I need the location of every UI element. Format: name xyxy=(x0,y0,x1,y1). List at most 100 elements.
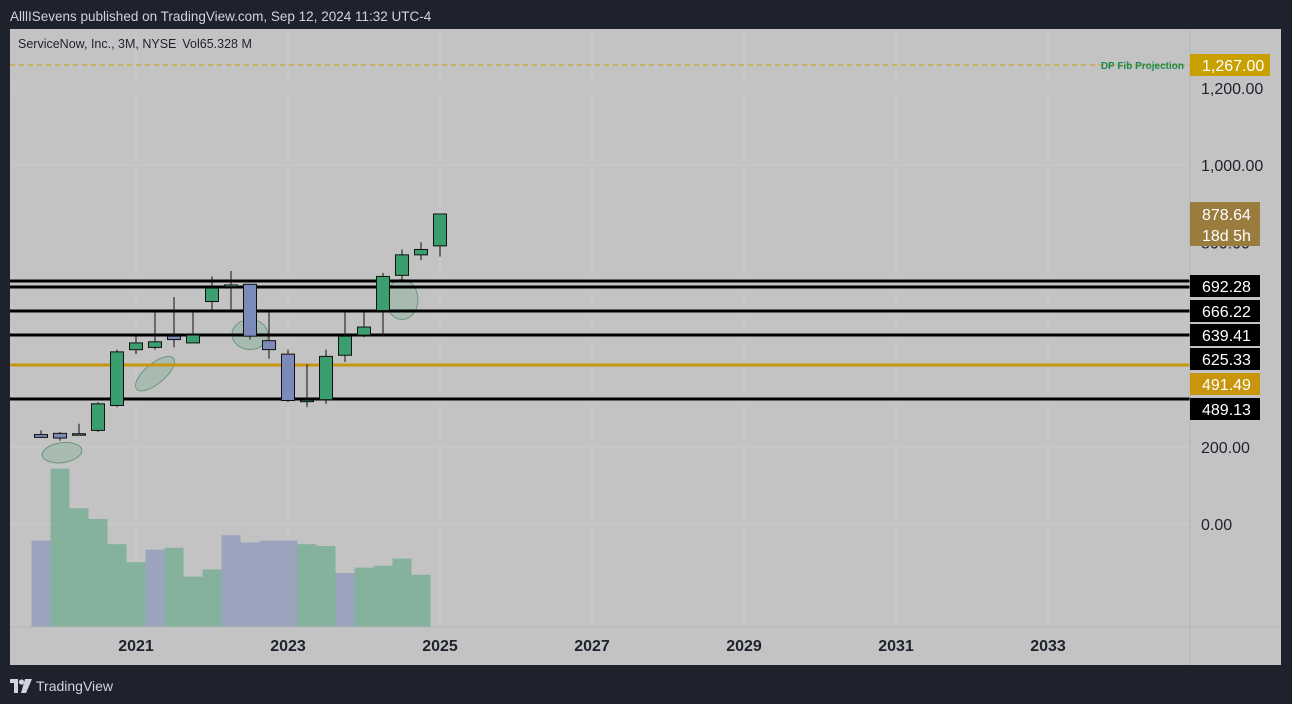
candle xyxy=(357,310,371,338)
volume-bar xyxy=(69,508,89,627)
candle xyxy=(72,423,86,436)
y-tick-label: 200.00 xyxy=(1201,440,1250,457)
fib-price-label-bg xyxy=(1190,54,1270,76)
level-price-label: 491.49 xyxy=(1190,373,1260,395)
x-tick-label: 2027 xyxy=(574,638,610,655)
candle xyxy=(319,349,333,404)
volume-bar xyxy=(221,535,241,627)
candle xyxy=(395,249,409,282)
last-price-label: 878.64 18d 5h xyxy=(1190,202,1260,246)
candle-body xyxy=(319,355,333,401)
publish-info: AlllISevens published on TradingView.com… xyxy=(10,9,432,24)
candle-body xyxy=(338,335,352,356)
volume-bar xyxy=(354,567,374,627)
volume-label: Vol xyxy=(182,37,200,51)
candle-body xyxy=(53,432,67,439)
volume-bar xyxy=(316,546,336,627)
x-tick-label: 2033 xyxy=(1030,638,1066,655)
level-price-label-bg xyxy=(1190,275,1260,297)
candle xyxy=(262,310,276,359)
price-chart[interactable]: DP Fib Projection 1,200.00 1,000.00 200.00… xyxy=(10,29,1281,665)
volume-bar xyxy=(50,468,70,627)
candle xyxy=(129,336,143,355)
candle-body xyxy=(167,335,181,341)
candle xyxy=(91,402,105,433)
candle-body xyxy=(243,283,257,337)
axes: 1,200.001,000.00200.000.00800.0020212023… xyxy=(10,29,1281,665)
level-price-label-text: 666.22 xyxy=(1202,304,1251,321)
level-price-label-bg xyxy=(1190,398,1260,420)
x-tick-label: 2021 xyxy=(118,638,154,655)
volume-bar xyxy=(202,569,222,627)
y-tick-label: 1,200.00 xyxy=(1201,81,1263,98)
candle xyxy=(53,432,67,441)
candle-body xyxy=(224,284,238,288)
candle xyxy=(224,271,238,311)
volume-bar xyxy=(373,565,393,627)
grid xyxy=(10,29,1190,627)
candle xyxy=(205,276,219,311)
symbol-label: ServiceNow, Inc., 3M, NYSE xyxy=(18,37,177,51)
volume-bars xyxy=(31,468,431,627)
level-price-label-bg xyxy=(1190,324,1260,346)
y-tick-label: 0.00 xyxy=(1201,517,1232,534)
volume-bar xyxy=(335,573,355,627)
fib-price-label: 1,267.00 xyxy=(1190,54,1270,76)
tradingview-logo-icon xyxy=(10,679,32,693)
level-price-label-bg xyxy=(1190,300,1260,322)
level-price-label-bg xyxy=(1190,348,1260,370)
annotation-ellipse xyxy=(41,441,83,464)
level-price-label: 625.33 xyxy=(1190,348,1260,370)
level-price-label-text: 625.33 xyxy=(1202,352,1251,369)
candle xyxy=(300,364,314,408)
fib-projection-label: DP Fib Projection xyxy=(1101,61,1184,72)
volume-bar xyxy=(240,542,260,627)
candle xyxy=(243,283,257,340)
annotations xyxy=(41,279,419,464)
volume-bar xyxy=(126,562,146,627)
candle-body xyxy=(129,342,143,351)
x-tick-label: 2031 xyxy=(878,638,914,655)
volume-bar xyxy=(88,519,108,627)
candle-body xyxy=(91,403,105,431)
volume-bar xyxy=(145,549,165,627)
volume-bar xyxy=(278,540,298,627)
volume-bar xyxy=(411,574,431,627)
chart-legend: ServiceNow, Inc., 3M, NYSE Vol65.328 M xyxy=(18,37,258,51)
candle-body xyxy=(34,434,48,438)
volume-value: 65.328 M xyxy=(199,37,252,51)
last-price-countdown: 18d 5h xyxy=(1202,228,1251,245)
candle xyxy=(110,349,124,408)
level-price-label: 489.13 xyxy=(1190,398,1260,420)
candles xyxy=(34,213,447,441)
footer: TradingView xyxy=(10,676,113,696)
candle-body xyxy=(110,351,124,406)
candle xyxy=(167,297,181,348)
volume-bar xyxy=(259,540,279,627)
candle xyxy=(34,430,48,438)
level-price-label-text: 489.13 xyxy=(1202,402,1251,419)
candle xyxy=(148,310,162,350)
volume-bar xyxy=(164,547,184,627)
candle-body xyxy=(376,275,390,311)
annotation-ellipse xyxy=(135,355,175,392)
candle xyxy=(414,242,428,261)
fib-price-label-text: 1,267.00 xyxy=(1202,58,1264,75)
level-price-label: 692.28 xyxy=(1190,275,1260,297)
candle-body xyxy=(186,334,200,344)
horizontal-levels[interactable]: DP Fib Projection xyxy=(10,61,1190,401)
volume-bar xyxy=(183,576,203,627)
candle-body xyxy=(433,213,447,247)
x-tick-label: 2023 xyxy=(270,638,306,655)
candle-body xyxy=(357,326,371,336)
level-price-label: 639.41 xyxy=(1190,324,1260,346)
footer-brand: TradingView xyxy=(36,678,114,694)
last-price-value: 878.64 xyxy=(1202,207,1251,224)
candle-body xyxy=(262,340,276,351)
x-tick-label: 2025 xyxy=(422,638,458,655)
chart-area[interactable]: DP Fib Projection 1,200.00 1,000.00 200.00… xyxy=(10,29,1281,665)
candle xyxy=(376,272,390,337)
last-price-label-bg xyxy=(1190,202,1260,246)
level-price-label-text: 491.49 xyxy=(1202,377,1251,394)
level-price-label: 666.22 xyxy=(1190,300,1260,322)
